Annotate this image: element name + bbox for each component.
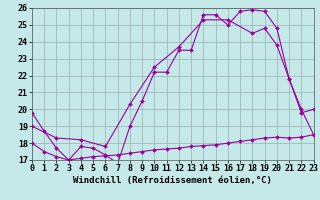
X-axis label: Windchill (Refroidissement éolien,°C): Windchill (Refroidissement éolien,°C) <box>73 176 272 185</box>
